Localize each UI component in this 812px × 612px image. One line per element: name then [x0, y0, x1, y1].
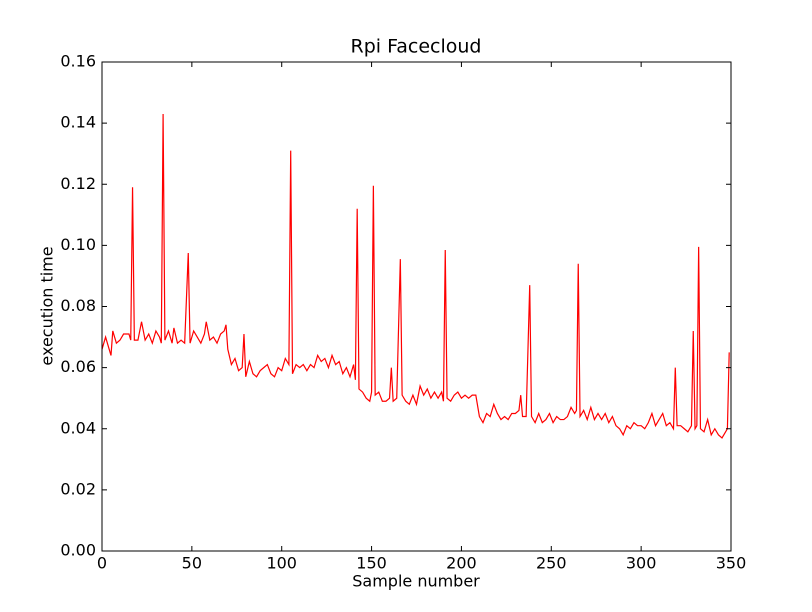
data-line [101, 113, 730, 439]
y-tick-label: 0.12 [60, 174, 96, 193]
y-tick-label: 0.08 [60, 296, 96, 315]
x-tick-label: 150 [356, 554, 387, 573]
y-tick-label: 0.00 [60, 541, 96, 560]
y-tick-label: 0.16 [60, 52, 96, 71]
x-tick-label: 200 [446, 554, 477, 573]
y-tick-label: 0.10 [60, 235, 96, 254]
x-tick-label: 250 [536, 554, 567, 573]
y-axis-label: execution time [38, 246, 57, 365]
y-tick-label: 0.04 [60, 418, 96, 437]
x-axis-label: Sample number [352, 572, 480, 591]
x-tick-label: 0 [97, 554, 107, 573]
x-tick-label: 300 [626, 554, 657, 573]
chart-title: Rpi Facecloud [351, 36, 482, 58]
y-tick-label: 0.02 [60, 479, 96, 498]
y-tick-label: 0.14 [60, 113, 96, 132]
x-tick-label: 50 [182, 554, 202, 573]
x-tick-label: 350 [716, 554, 747, 573]
x-tick-label: 100 [266, 554, 297, 573]
y-tick-label: 0.06 [60, 357, 96, 376]
